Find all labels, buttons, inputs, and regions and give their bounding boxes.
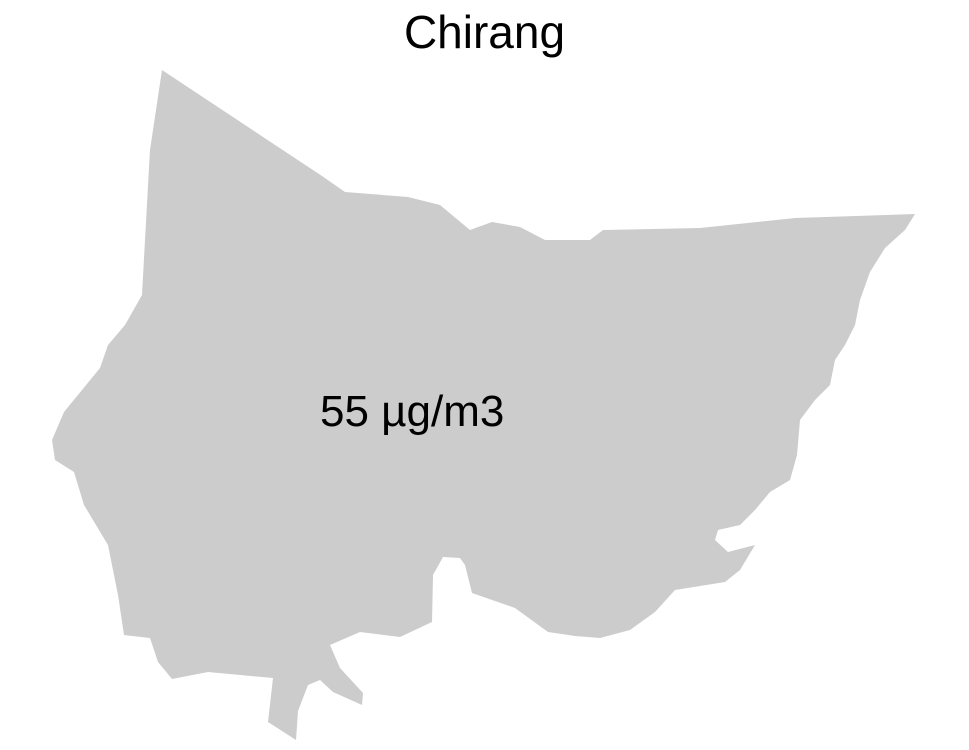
map-title: Chirang <box>403 6 566 58</box>
pollution-value-label: 55 µg/m3 <box>320 387 505 436</box>
district-shape-chirang <box>52 70 915 740</box>
